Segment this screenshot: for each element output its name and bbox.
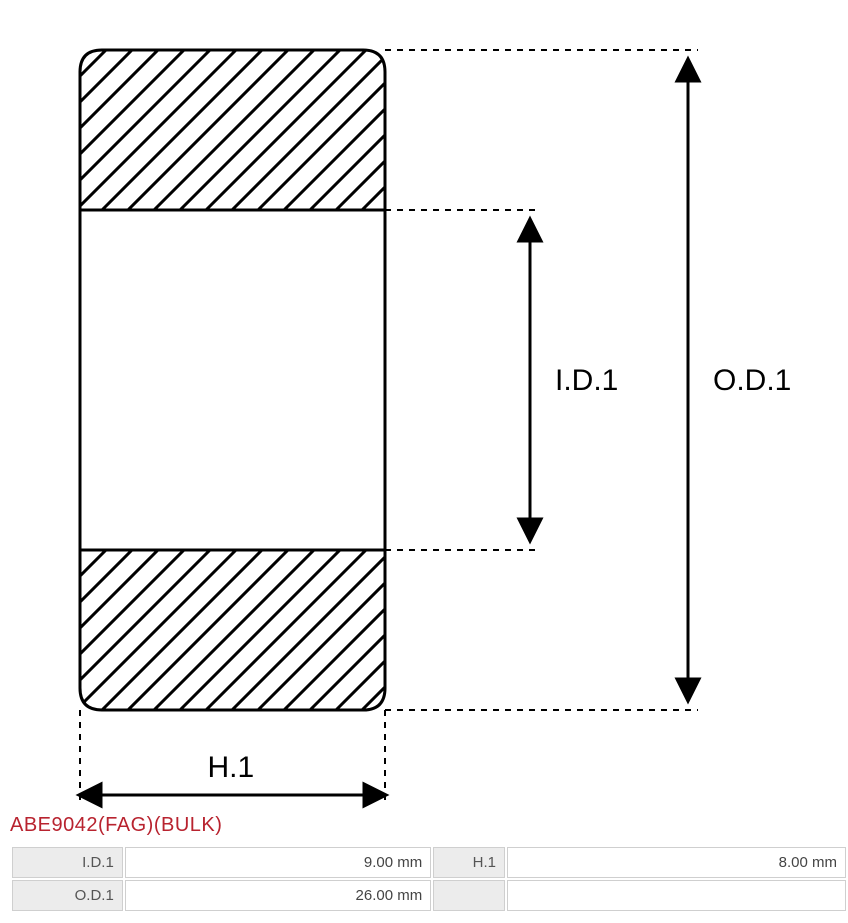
dim-label-empty bbox=[433, 880, 505, 911]
dimension-table: I.D.1 9.00 mm H.1 8.00 mm O.D.1 26.00 mm bbox=[10, 845, 848, 913]
dim-value-empty bbox=[507, 880, 846, 911]
table-row: O.D.1 26.00 mm bbox=[12, 880, 846, 911]
dim-label-od1: O.D.1 bbox=[12, 880, 123, 911]
dim-value-h1: 8.00 mm bbox=[507, 847, 846, 878]
table-row: I.D.1 9.00 mm H.1 8.00 mm bbox=[12, 847, 846, 878]
dim-value-od1: 26.00 mm bbox=[125, 880, 431, 911]
dim-label-id1: I.D.1 bbox=[12, 847, 123, 878]
bearing-cross-section-diagram: I.D.1 O.D.1 H.1 bbox=[10, 10, 838, 810]
svg-text:O.D.1: O.D.1 bbox=[713, 364, 791, 397]
part-number-title: ABE9042(FAG)(BULK) bbox=[10, 814, 838, 837]
dim-value-id1: 9.00 mm bbox=[125, 847, 431, 878]
svg-text:I.D.1: I.D.1 bbox=[555, 364, 618, 397]
svg-text:H.1: H.1 bbox=[208, 751, 255, 784]
diagram-svg: I.D.1 O.D.1 H.1 bbox=[10, 10, 838, 810]
dim-label-h1: H.1 bbox=[433, 847, 505, 878]
